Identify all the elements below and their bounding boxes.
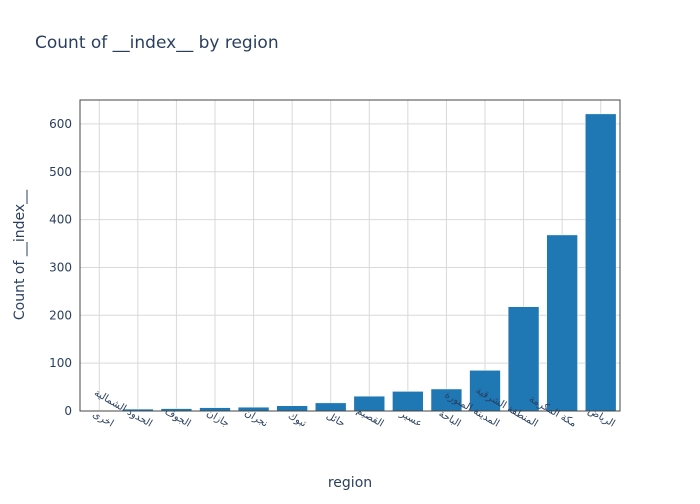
y-tick-label: 200 xyxy=(49,308,72,322)
x-tick-label: تبوك xyxy=(286,410,308,429)
y-tick-label: 600 xyxy=(49,117,72,131)
x-tick-label: اخرى xyxy=(90,409,115,430)
x-tick-label: الباحة xyxy=(437,408,463,429)
x-tick-label: حائل xyxy=(324,410,346,429)
y-axis-title: Count of __index__ xyxy=(12,189,28,320)
bar xyxy=(392,391,423,411)
bar xyxy=(547,235,578,411)
chart-title: Count of __index__ by region xyxy=(35,33,279,53)
y-tick-labels: 0 100 200 300 400 500 600 xyxy=(49,117,72,418)
y-tick-label: 0 xyxy=(64,404,72,418)
x-axis-title: region xyxy=(328,475,372,491)
y-tick-label: 300 xyxy=(49,260,72,274)
y-tick-label: 500 xyxy=(49,165,72,179)
bar xyxy=(585,114,616,411)
y-tick-label: 400 xyxy=(49,213,72,227)
y-tick-label: 100 xyxy=(49,356,72,370)
